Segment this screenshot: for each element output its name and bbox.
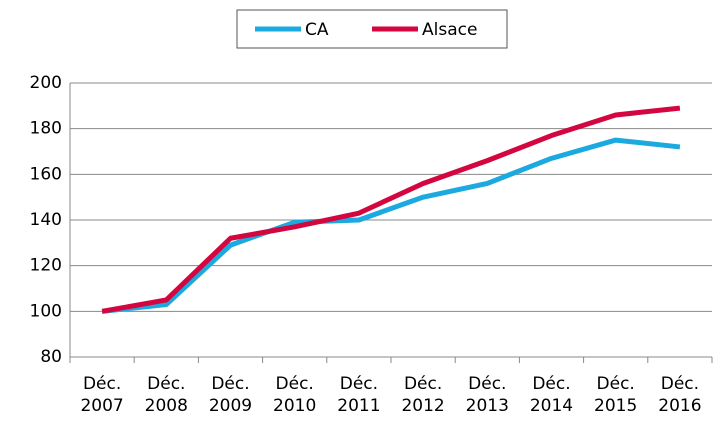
y-tick-label: 140 xyxy=(30,210,62,230)
x-tick-label: Déc. 2012 xyxy=(401,374,445,416)
x-tick-label: Déc. 2016 xyxy=(658,374,702,416)
x-tick-label: Déc. 2007 xyxy=(80,374,124,416)
y-tick-label: 120 xyxy=(30,256,62,276)
x-tick-label: Déc. 2013 xyxy=(465,374,509,416)
y-tick-label: 200 xyxy=(30,73,62,93)
x-tick-label: Déc. 2015 xyxy=(594,374,638,416)
y-tick-label: 100 xyxy=(30,301,62,321)
x-tick-label: Déc. 2014 xyxy=(529,374,574,416)
line-series xyxy=(101,137,681,314)
legend-label: Alsace xyxy=(422,20,477,40)
x-tick-label: Déc. 2009 xyxy=(208,374,253,416)
y-tick-label: 180 xyxy=(30,119,62,139)
x-tick-label: Déc. 2008 xyxy=(144,374,188,416)
y-tick-label: 80 xyxy=(40,347,62,367)
line-series xyxy=(101,105,681,314)
x-tick-label: Déc. 2010 xyxy=(273,374,317,416)
legend-label: CA xyxy=(305,20,329,40)
y-tick-label: 160 xyxy=(30,164,62,184)
x-tick-label: Déc. 2011 xyxy=(337,374,381,416)
